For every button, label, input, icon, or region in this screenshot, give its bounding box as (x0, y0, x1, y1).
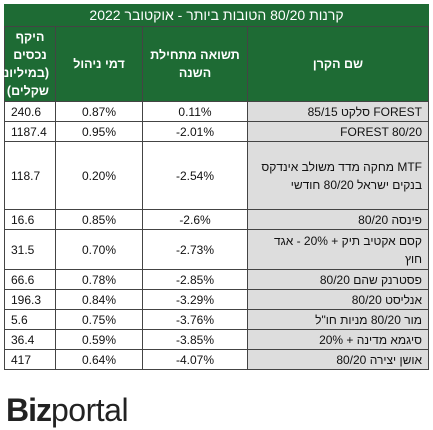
management-fee-cell: 0.64% (55, 349, 143, 370)
header-assets: היקף נכסים (במיליוני שקלים) (0, 26, 56, 102)
ytd-return-cell: -4.07% (142, 349, 248, 370)
ytd-return-cell: -3.85% (142, 329, 248, 350)
management-fee-cell: 0.84% (55, 289, 143, 310)
ytd-return-cell: -2.85% (142, 269, 248, 290)
fund-name-cell: פסטרנק שהם 80/20 (247, 269, 429, 290)
management-fee-cell: 0.59% (55, 329, 143, 350)
management-fee-cell: 0.85% (55, 209, 143, 230)
table-body: FOREST סלקט 85/15 0.11% 0.87% 240.6 FOREST 8… (4, 101, 429, 370)
assets-cell: 31.5 (4, 229, 56, 270)
management-fee-cell: 0.95% (55, 121, 143, 142)
header-fund-name: שם הקרן (247, 26, 429, 102)
assets-cell: 196.3 (4, 289, 56, 310)
assets-cell: 16.6 (4, 209, 56, 230)
table-row: פסטרנק שהם 80/20 -2.85% 0.78% 66.6 (4, 269, 429, 290)
assets-cell: 5.6 (4, 309, 56, 330)
ytd-return-cell: -2.54% (142, 141, 248, 210)
fund-name-cell: אושן יצירה 80/20 (247, 349, 429, 370)
funds-table-figure: קרנות 80/20 הטובות ביותר - אוקטובר 2022 … (0, 4, 429, 370)
table-title: קרנות 80/20 הטובות ביותר - אוקטובר 2022 (4, 4, 429, 26)
header-ytd-return: תשואה מתחילת השנה (142, 26, 248, 102)
fund-name-cell: סיגמא מדינה + 20% (247, 329, 429, 350)
ytd-return-cell: -3.29% (142, 289, 248, 310)
fund-name-cell: קסם אקטיב תיק + 20% - אגד חוץ (247, 229, 429, 270)
ytd-return-cell: -3.76% (142, 309, 248, 330)
table-row: אנליסט 80/20 -3.29% 0.84% 196.3 (4, 289, 429, 310)
table-row: מור 80/20 מניות חו"ל -3.76% 0.75% 5.6 (4, 309, 429, 330)
table-row: FOREST 80/20 -2.01% 0.95% 1187.4 (4, 121, 429, 142)
assets-cell: 36.4 (4, 329, 56, 350)
ytd-return-cell: -2.6% (142, 209, 248, 230)
management-fee-cell: 0.87% (55, 101, 143, 122)
table-row: אושן יצירה 80/20 -4.07% 0.64% 417 (4, 349, 429, 370)
header-management-fee: דמי ניהול (55, 26, 143, 102)
fund-name-cell: מור 80/20 מניות חו"ל (247, 309, 429, 330)
assets-cell: 118.7 (4, 141, 56, 210)
table-row: FOREST סלקט 85/15 0.11% 0.87% 240.6 (4, 101, 429, 122)
logo-portal-text: portal (51, 392, 129, 428)
assets-cell: 417 (4, 349, 56, 370)
management-fee-cell: 0.75% (55, 309, 143, 330)
fund-name-cell: FOREST 80/20 (247, 121, 429, 142)
bizportal-logo: Biz portal (6, 392, 129, 428)
ytd-return-cell: 0.11% (142, 101, 248, 122)
management-fee-cell: 0.20% (55, 141, 143, 210)
assets-cell: 240.6 (4, 101, 56, 122)
table-row: סיגמא מדינה + 20% -3.85% 0.59% 36.4 (4, 329, 429, 350)
fund-name-cell: FOREST סלקט 85/15 (247, 101, 429, 122)
logo-biz-text: Biz (6, 392, 52, 428)
table-row: פינסה 80/20 -2.6% 0.85% 16.6 (4, 209, 429, 230)
table-header-row: שם הקרן תשואה מתחילת השנה דמי ניהול היקף… (0, 26, 429, 102)
management-fee-cell: 0.78% (55, 269, 143, 290)
table-row: MTF מחקה מדד משולב אינדקס בנקים ישראל 80… (4, 141, 429, 210)
fund-name-cell: MTF מחקה מדד משולב אינדקס בנקים ישראל 80… (247, 141, 429, 210)
funds-table: שם הקרן תשואה מתחילת השנה דמי ניהול היקף… (0, 26, 429, 370)
ytd-return-cell: -2.01% (142, 121, 248, 142)
fund-name-cell: אנליסט 80/20 (247, 289, 429, 310)
ytd-return-cell: -2.73% (142, 229, 248, 270)
fund-name-cell: פינסה 80/20 (247, 209, 429, 230)
table-row: קסם אקטיב תיק + 20% - אגד חוץ -2.73% 0.70%… (4, 229, 429, 270)
assets-cell: 66.6 (4, 269, 56, 290)
assets-cell: 1187.4 (4, 121, 56, 142)
management-fee-cell: 0.70% (55, 229, 143, 270)
